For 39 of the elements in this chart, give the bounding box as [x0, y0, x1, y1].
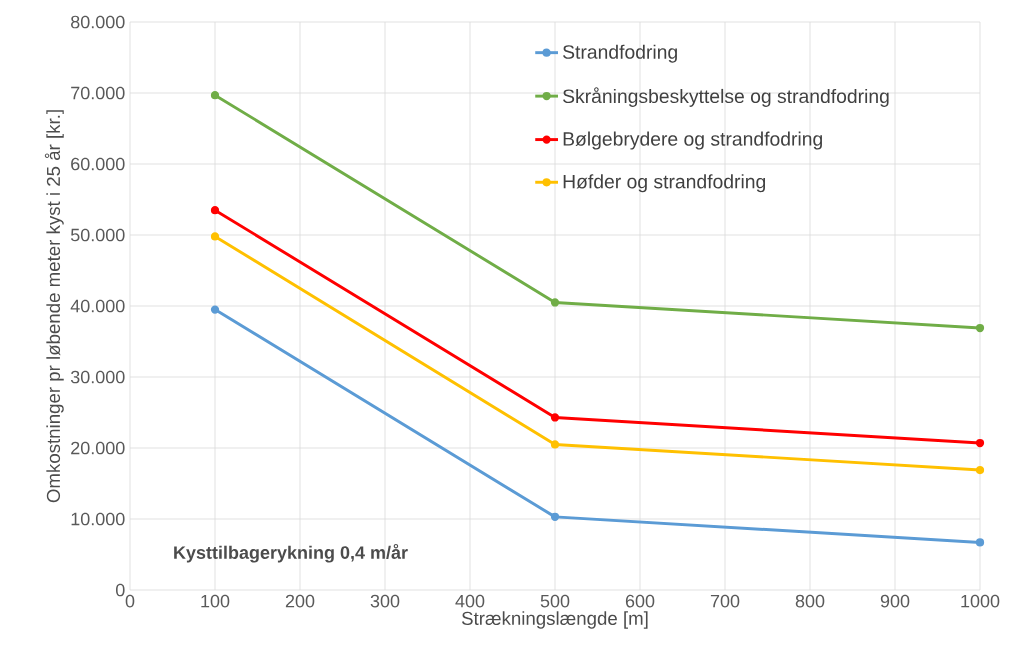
point: [550, 413, 560, 422]
legend-label: Bølgebrydere og strandfodring: [563, 131, 822, 150]
x-tick-label: 500: [540, 594, 570, 608]
legend-label: Skråningsbeskyttelse og strandfodring: [563, 87, 889, 107]
y-tick-label: 80.000: [71, 15, 125, 29]
y-tick-label: 50.000: [70, 228, 125, 242]
y-tick-label: 60.000: [71, 157, 125, 171]
x-tick-label: 700: [710, 594, 740, 608]
x-tick-label: 200: [285, 594, 315, 608]
x-tick-label: 800: [795, 594, 825, 608]
x-axis-title: Strækningslængde [m]: [461, 611, 648, 629]
point: [210, 232, 220, 241]
x-tick-label: 600: [625, 594, 655, 608]
point: [975, 538, 985, 547]
point: [975, 465, 985, 475]
point: [975, 323, 985, 333]
x-tick-label: 1000: [961, 594, 1000, 608]
y-tick-label: 20.000: [71, 441, 125, 455]
x-tick-label: 900: [880, 594, 910, 608]
y-tick-label: 10.000: [71, 512, 125, 526]
x-tick-label: 400: [455, 594, 485, 608]
point: [210, 206, 220, 215]
point: [550, 512, 560, 522]
legend-label: Strandfodring: [563, 44, 677, 63]
x-tick-label: 300: [370, 594, 400, 608]
point: [550, 298, 560, 307]
point: [975, 438, 985, 448]
x-tick-label: 0: [125, 594, 135, 608]
annotation: Kysttilbagerykning 0,4 m/år: [174, 543, 408, 563]
point: [210, 91, 220, 100]
legend-label: Høfder og strandfodring: [563, 174, 766, 193]
x-tick-label: 100: [201, 594, 230, 608]
point: [550, 440, 560, 449]
y-tick-label: 0: [115, 583, 125, 597]
point: [210, 305, 220, 314]
y-axis-title: Omkostninger pr løbende meter kyst i 25 år [kr.]: [44, 110, 64, 503]
y-tick-label: 70.000: [71, 86, 125, 100]
y-tick-label: 30.000: [70, 370, 125, 384]
y-tick-label: 40.000: [70, 299, 125, 313]
